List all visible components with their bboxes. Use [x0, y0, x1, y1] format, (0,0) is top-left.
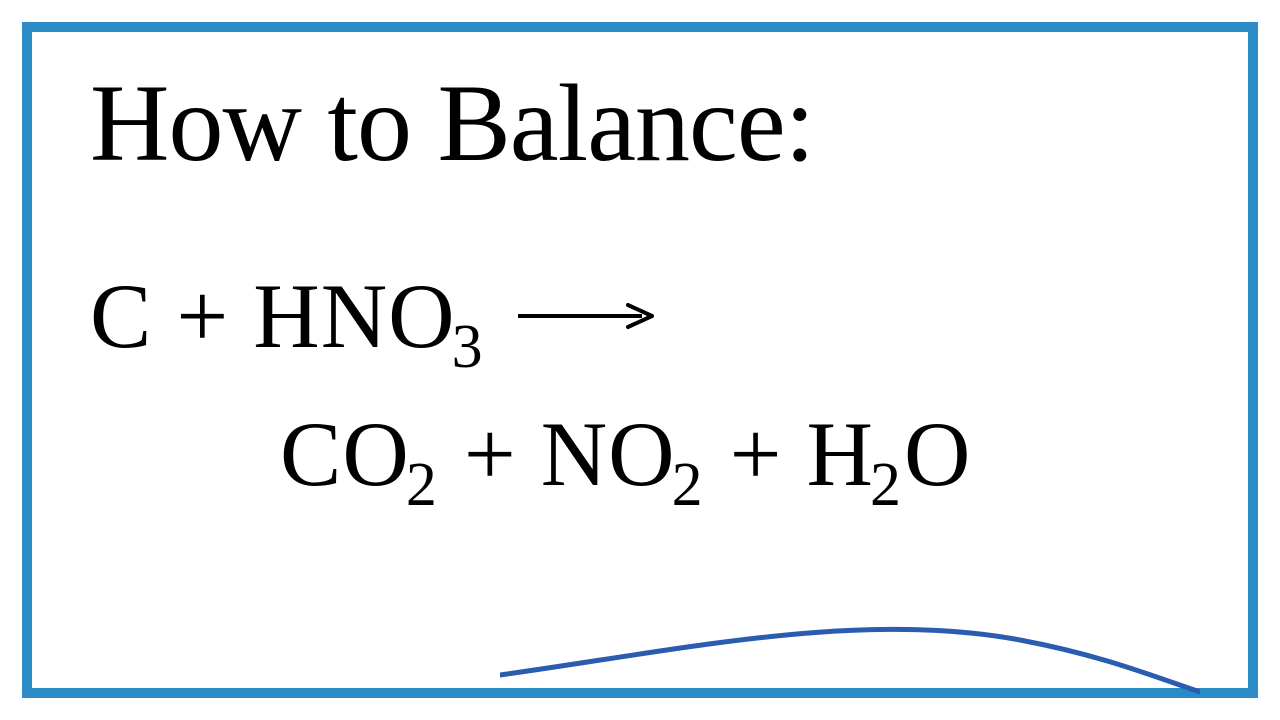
- decorative-underline: [500, 620, 1200, 700]
- molecule-hno3: HNO3: [253, 265, 485, 367]
- plus-operator: +: [706, 403, 807, 505]
- molecule-h2o: H2O: [806, 403, 971, 505]
- molecule-no2: NO2: [541, 403, 706, 505]
- slide-content: How to Balance: C + HNO3 CO2 + NO2 + H2O: [90, 60, 1190, 523]
- molecule-co2: CO2: [280, 403, 440, 505]
- products-group: CO2 + NO2 + H2O: [280, 385, 971, 523]
- plus-operator: +: [440, 403, 541, 505]
- reaction-arrow: [516, 301, 656, 331]
- plus-operator: +: [152, 265, 253, 367]
- molecule-c: C: [90, 265, 152, 367]
- equation-reactants-line: C + HNO3: [90, 247, 1190, 385]
- page-title: How to Balance:: [90, 60, 1190, 187]
- reactants-group: C + HNO3: [90, 247, 486, 385]
- equation-products-line: CO2 + NO2 + H2O: [90, 385, 1190, 523]
